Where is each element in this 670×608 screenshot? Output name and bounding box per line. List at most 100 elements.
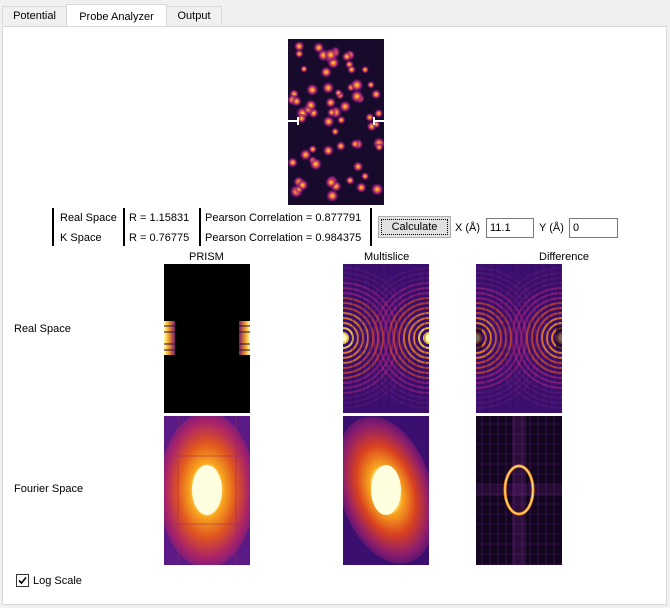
interference-ring <box>476 322 492 354</box>
multislice-real-image <box>343 264 429 413</box>
interference-ring <box>541 317 562 359</box>
interference-ring <box>476 317 497 359</box>
interference-ring <box>343 327 354 349</box>
interference-ring <box>546 322 562 354</box>
interference-ring <box>521 297 562 379</box>
probe-center <box>425 334 429 342</box>
difference-separator <box>476 413 562 416</box>
log-scale-label: Log Scale <box>33 575 82 587</box>
tab-probe-analyzer-label: Probe Analyzer <box>79 11 154 23</box>
atom-blob <box>321 81 335 95</box>
calculate-button-label: Calculate <box>391 221 438 233</box>
interference-ring <box>358 267 429 409</box>
interference-ring <box>398 307 429 369</box>
interference-ring <box>388 297 429 379</box>
probe-center <box>343 334 347 342</box>
atom-blob <box>326 107 337 118</box>
interference-ring <box>343 322 359 354</box>
column-label-difference: Difference <box>539 251 589 263</box>
atom-blob <box>291 95 302 107</box>
atom-blob <box>374 108 384 119</box>
atom-blob <box>352 161 364 173</box>
atom-blob <box>341 51 353 62</box>
y-label: Y (Å) <box>539 222 564 234</box>
atom-blob <box>300 65 308 73</box>
tab-potential[interactable]: Potential <box>2 6 67 25</box>
atom-blob <box>299 148 312 161</box>
atom-blob <box>305 83 319 97</box>
y-input[interactable] <box>569 218 618 238</box>
prism-real-image <box>164 264 250 413</box>
prism-separator <box>164 413 250 416</box>
probe-analyzer-panel: Real Space R = 1.15831 Pearson Correlati… <box>2 26 667 605</box>
interference-ring <box>526 302 562 374</box>
tab-output[interactable]: Output <box>166 6 222 25</box>
multislice-fourier-svg <box>343 416 429 565</box>
prism-real-svg <box>164 264 250 413</box>
interference-ring <box>551 327 562 349</box>
atom-blob <box>313 41 325 54</box>
difference-real-svg <box>476 264 562 413</box>
atom-blob <box>338 100 352 113</box>
calculate-button-focus <box>381 219 448 235</box>
calculate-button[interactable]: Calculate <box>378 216 451 238</box>
stats-k-r: R = 0.76775 <box>129 232 190 244</box>
interference-ring <box>343 332 349 344</box>
atom-blob <box>350 89 364 104</box>
row-label-real-space: Real Space <box>14 323 71 335</box>
atom-blob <box>322 144 335 157</box>
atom-blob <box>294 49 304 59</box>
interference-ring <box>368 277 429 399</box>
x-input[interactable] <box>486 218 534 238</box>
interference-ring <box>501 277 562 399</box>
column-label-prism: PRISM <box>189 251 224 263</box>
interference-ring <box>511 287 562 389</box>
atom-blob <box>345 175 355 186</box>
interference-ring <box>343 312 369 364</box>
atom-blob <box>365 112 375 123</box>
interference-ring <box>383 292 429 384</box>
tab-probe-analyzer[interactable]: Probe Analyzer <box>66 4 167 26</box>
stats-real-space-label: Real Space <box>60 212 117 224</box>
interference-ring <box>506 282 562 394</box>
atom-blob <box>320 66 333 79</box>
interference-ring <box>476 312 502 364</box>
atom-blob <box>322 115 335 128</box>
atom-blob <box>323 48 338 62</box>
prism-fourier-image <box>164 416 250 565</box>
atom-blob <box>355 181 367 194</box>
multislice-real-svg <box>343 264 429 413</box>
interference-ring <box>373 282 429 394</box>
potential-image[interactable] <box>288 39 384 205</box>
atom-blob <box>335 140 346 152</box>
difference-fourier-image <box>476 416 562 565</box>
interference-ring <box>531 307 562 369</box>
horizontal-band <box>476 484 562 496</box>
interference-ring <box>423 332 429 344</box>
interference-ring <box>363 272 429 404</box>
potential-image-svg <box>288 39 384 205</box>
atom-blob <box>324 176 338 189</box>
interference-ring <box>418 327 429 349</box>
stats-k-space-label: K Space <box>60 232 102 244</box>
interference-ring <box>476 307 507 369</box>
stats-block: Real Space R = 1.15831 Pearson Correlati… <box>52 208 372 246</box>
atom-blob <box>370 182 384 196</box>
atom-blob <box>330 127 340 136</box>
log-scale-checkbox[interactable] <box>16 574 29 587</box>
checkmark-icon <box>18 576 27 585</box>
multislice-separator <box>343 413 429 416</box>
interference-ring <box>403 312 429 364</box>
multislice-fourier-image <box>343 416 429 565</box>
interference-ring <box>393 302 429 374</box>
interference-ring <box>516 292 562 384</box>
atom-blob <box>296 179 309 191</box>
atom-blob <box>350 139 360 149</box>
atom-blob <box>374 142 384 152</box>
stats-divider-1 <box>52 208 54 246</box>
tab-output-label: Output <box>177 10 211 22</box>
interference-ring <box>378 287 429 389</box>
atom-blob <box>293 40 305 52</box>
atom-blob <box>309 157 323 171</box>
atom-blob <box>370 89 382 100</box>
